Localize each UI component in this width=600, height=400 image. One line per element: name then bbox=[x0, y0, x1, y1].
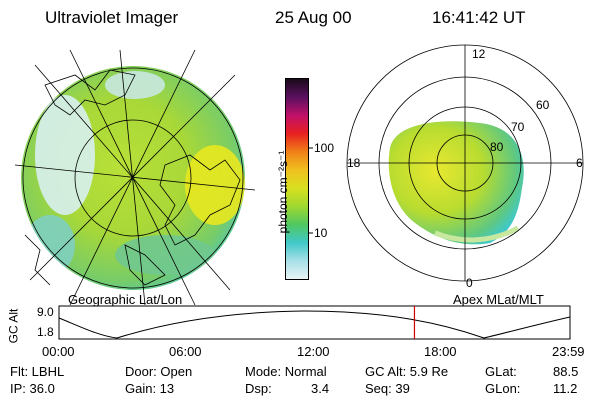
colorbar-ticks bbox=[308, 147, 313, 234]
colorbar bbox=[285, 78, 309, 280]
status-flt: Flt: LBHL bbox=[10, 364, 65, 379]
timeline-ylabel: GC Alt bbox=[6, 308, 21, 344]
date-label: 25 Aug 00 bbox=[275, 8, 352, 27]
mlt-label-0: 0 bbox=[466, 276, 473, 290]
auroral-oval bbox=[388, 121, 524, 245]
time-label: 16:41:42 UT bbox=[432, 8, 526, 27]
polar-caption: Apex MLat/MLT bbox=[453, 292, 544, 307]
timeline-tick-2359: 23:59 bbox=[552, 344, 585, 359]
timeline-tick-1200: 12:00 bbox=[297, 344, 330, 359]
status-dsp-value: 3.4 bbox=[311, 381, 330, 396]
mlt-label-18: 18 bbox=[347, 156, 361, 170]
status-glat-label: GLat: bbox=[485, 364, 517, 379]
mlt-label-6: 6 bbox=[576, 156, 583, 170]
timeline-y-bottom: 1.8 bbox=[37, 325, 54, 339]
status-door: Door: Open bbox=[125, 364, 193, 379]
geographic-caption: Geographic Lat/Lon bbox=[68, 292, 183, 307]
mlat-label-60: 60 bbox=[536, 98, 550, 112]
timeline-y-top: 9.0 bbox=[37, 305, 54, 319]
status-seq: Seq: 39 bbox=[365, 381, 410, 396]
app-title: Ultraviolet Imager bbox=[45, 8, 179, 27]
geographic-image bbox=[14, 49, 256, 306]
timeline-tick-0000: 00:00 bbox=[42, 344, 75, 359]
altitude-timeline bbox=[58, 305, 571, 340]
status-glon-value: 11.2 bbox=[553, 381, 578, 396]
polar-plot bbox=[346, 44, 584, 282]
mlat-label-80: 80 bbox=[490, 140, 504, 154]
mlat-label-70: 70 bbox=[511, 120, 525, 134]
status-gcalt: GC Alt: 5.9 Re bbox=[365, 364, 449, 379]
status-gain: Gain: 13 bbox=[125, 381, 175, 396]
status-glat-value: 88.5 bbox=[553, 364, 579, 379]
colorbar-unit-label: photon cm⁻²s⁻¹ bbox=[276, 150, 290, 234]
timeline-tick-1800: 18:00 bbox=[424, 344, 457, 359]
status-glon-label: GLon: bbox=[485, 381, 521, 396]
status-dsp-label: Dsp: bbox=[245, 381, 272, 396]
status-mode: Mode: Normal bbox=[245, 364, 327, 379]
timeline-tick-0600: 06:00 bbox=[169, 344, 202, 359]
colorbar-tick-10: 10 bbox=[314, 226, 328, 240]
mlt-label-12: 12 bbox=[472, 47, 486, 61]
colorbar-tick-100: 100 bbox=[314, 141, 335, 155]
status-ip: IP: 36.0 bbox=[10, 381, 55, 396]
